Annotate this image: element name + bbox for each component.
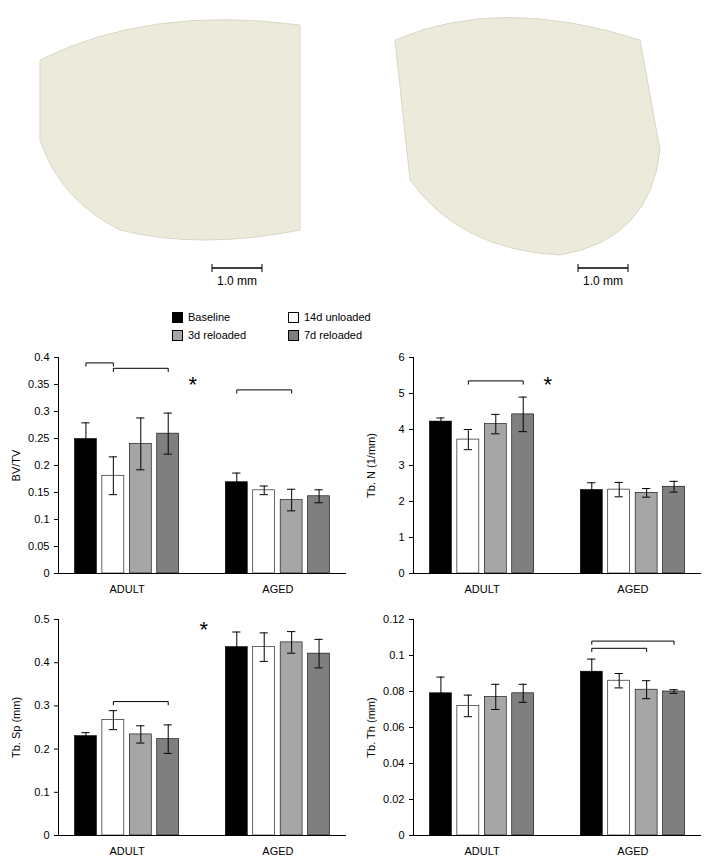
svg-text:0.12: 0.12 — [383, 613, 404, 625]
svg-text:0.3: 0.3 — [34, 405, 49, 417]
svg-text:0.06: 0.06 — [383, 721, 404, 733]
html-text:14d unloaded: 14d unloaded — [304, 311, 371, 323]
svg-text:0.15: 0.15 — [28, 486, 49, 498]
svg-text:*: * — [189, 372, 198, 397]
svg-text:0.5: 0.5 — [34, 613, 49, 625]
svg-text:6: 6 — [398, 351, 404, 363]
svg-text:5: 5 — [398, 387, 404, 399]
svg-text:AGED: AGED — [617, 583, 648, 595]
svg-text:0: 0 — [398, 829, 404, 841]
svg-text:0.05: 0.05 — [28, 540, 49, 552]
svg-text:2: 2 — [398, 495, 404, 507]
svg-text:1.0 mm: 1.0 mm — [217, 274, 257, 288]
svg-text:*: * — [200, 617, 209, 642]
svg-text:0: 0 — [43, 567, 49, 579]
svg-text:0: 0 — [43, 829, 49, 841]
svg-text:0.08: 0.08 — [383, 685, 404, 697]
svg-text:AGED: AGED — [262, 583, 293, 595]
svg-text:3: 3 — [398, 459, 404, 471]
html-text:3d reloaded: 3d reloaded — [188, 329, 247, 341]
html-text:7d reloaded: 7d reloaded — [304, 329, 363, 341]
svg-text:0.1: 0.1 — [34, 513, 49, 525]
svg-text:0.2: 0.2 — [34, 459, 49, 471]
svg-text:*: * — [544, 372, 553, 397]
svg-text:0.4: 0.4 — [34, 656, 49, 668]
svg-text:0.04: 0.04 — [383, 757, 404, 769]
svg-text:Tb. Sp (mm): Tb. Sp (mm) — [10, 697, 22, 758]
svg-text:ADULT: ADULT — [109, 583, 145, 595]
svg-text:ADULT: ADULT — [464, 845, 500, 857]
svg-text:AGED: AGED — [262, 845, 293, 857]
svg-text:1.0 mm: 1.0 mm — [583, 274, 623, 288]
svg-text:1: 1 — [398, 531, 404, 543]
html-text:Baseline: Baseline — [188, 311, 231, 323]
svg-text:0.4: 0.4 — [34, 351, 49, 363]
svg-text:0.1: 0.1 — [389, 649, 404, 661]
svg-text:Tb. N (1/mm): Tb. N (1/mm) — [365, 433, 377, 498]
svg-text:ADULT: ADULT — [109, 845, 145, 857]
svg-text:AGED: AGED — [617, 845, 648, 857]
svg-text:0.2: 0.2 — [34, 743, 49, 755]
svg-text:0.25: 0.25 — [28, 432, 49, 444]
svg-text:ADULT: ADULT — [464, 583, 500, 595]
svg-text:0.02: 0.02 — [383, 793, 404, 805]
svg-text:0.3: 0.3 — [34, 699, 49, 711]
svg-text:BV/TV: BV/TV — [10, 449, 22, 481]
svg-text:0.1: 0.1 — [34, 786, 49, 798]
svg-text:0: 0 — [398, 567, 404, 579]
svg-text:4: 4 — [398, 423, 404, 435]
svg-text:0.35: 0.35 — [28, 378, 49, 390]
svg-text:Tb. Th (mm): Tb. Th (mm) — [365, 697, 377, 757]
